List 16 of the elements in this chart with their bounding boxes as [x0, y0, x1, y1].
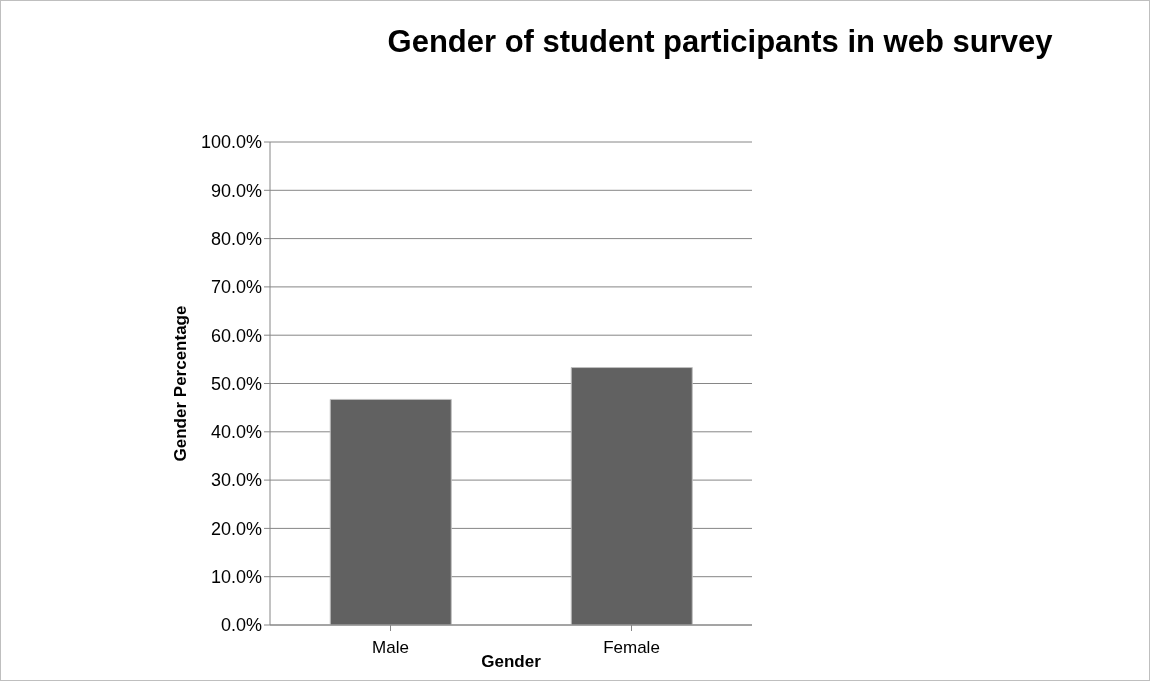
y-axis-title: Gender Percentage: [171, 305, 191, 462]
y-tick-label: 0.0%: [220, 615, 262, 636]
y-tick-label: 80.0%: [210, 228, 262, 249]
y-tick-label: 90.0%: [210, 180, 262, 201]
x-tick-label: Female: [603, 638, 660, 658]
x-tick-label: Male: [372, 638, 409, 658]
y-tick-label: 60.0%: [210, 325, 262, 346]
y-tick-label: 50.0%: [210, 373, 262, 394]
y-tick-label: 40.0%: [210, 422, 262, 443]
y-tick-label: 10.0%: [210, 567, 262, 588]
x-axis-title: Gender: [481, 652, 542, 671]
chart-title: Gender of student participants in web survey: [386, 24, 1054, 60]
y-tick-label: 30.0%: [210, 470, 262, 491]
y-tick-label: 70.0%: [210, 277, 262, 298]
y-tick-label: 20.0%: [210, 518, 262, 539]
y-tick-label: 100.0%: [200, 132, 262, 153]
